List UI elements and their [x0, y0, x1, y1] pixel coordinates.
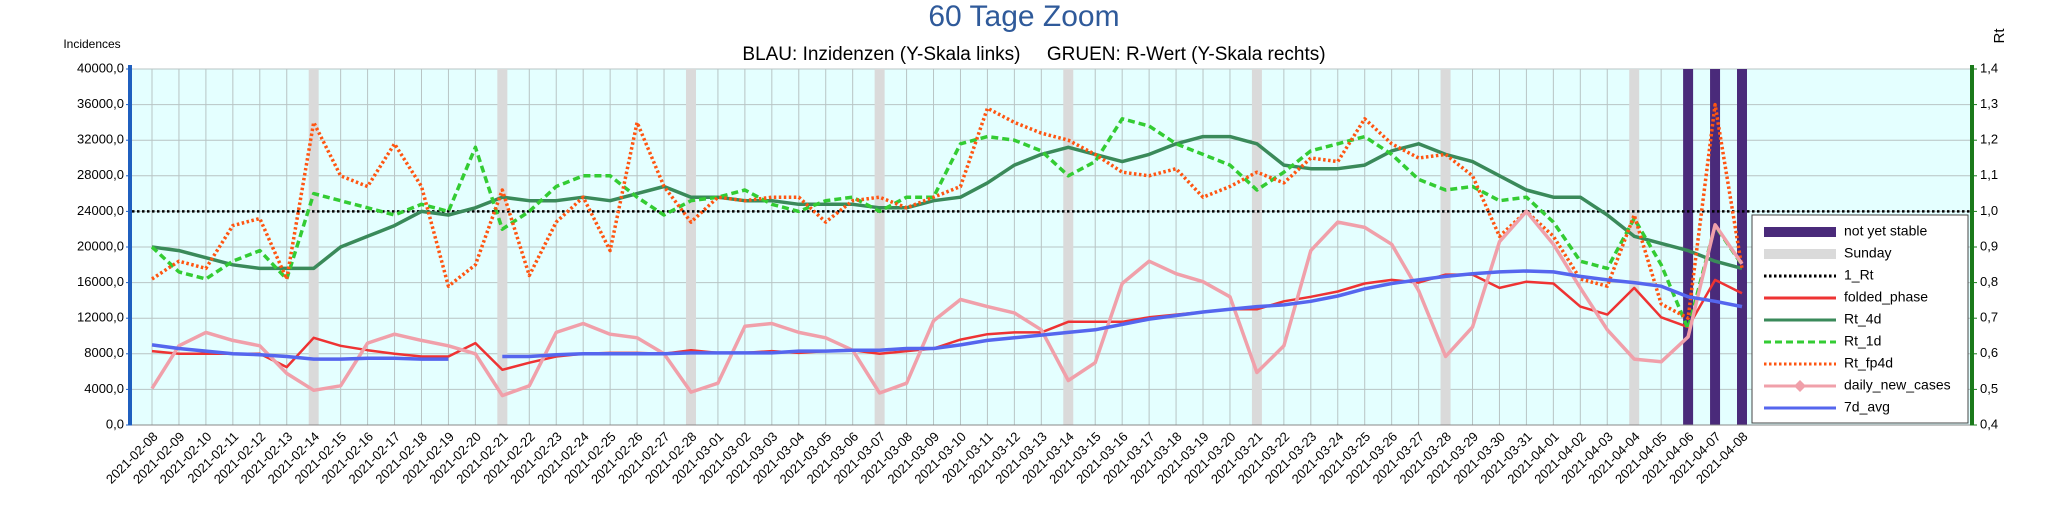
- y2-tick-label: 0,7: [1980, 310, 1998, 325]
- y2-tick-label: 0,5: [1980, 381, 1998, 396]
- y-tick-label: 16000,0: [77, 274, 124, 289]
- band: [497, 69, 508, 425]
- band: [1440, 69, 1451, 425]
- series-line: [150, 117, 1744, 331]
- legend-label: folded_phase: [1844, 289, 1928, 305]
- legend-swatch: [1764, 249, 1836, 259]
- legend-label: Rt_4d: [1844, 311, 1881, 327]
- legend-swatch: [1764, 227, 1836, 237]
- band: [1710, 69, 1721, 425]
- y-tick-label: 4000,0: [84, 381, 124, 396]
- band: [1629, 69, 1640, 425]
- band: [1063, 69, 1074, 425]
- series-line: [151, 102, 1744, 320]
- y-tick-label: 12000,0: [77, 310, 124, 325]
- legend-label: not yet stable: [1844, 223, 1927, 239]
- series-line: [151, 273, 1743, 372]
- series-line: [150, 209, 1744, 398]
- y-tick-label: 36000,0: [77, 96, 124, 111]
- y-axis-label: Incidences: [63, 37, 120, 51]
- y2-tick-label: 0,4: [1980, 416, 1998, 431]
- legend-label: 1_Rt: [1844, 267, 1874, 283]
- band: [1683, 69, 1694, 425]
- band: [308, 69, 319, 425]
- y2-tick-label: 1,3: [1980, 96, 1998, 111]
- chart-subtitle: BLAU: Inzidenzen (Y-Skala links) GRUEN: …: [742, 44, 1325, 65]
- legend-marker: [1794, 380, 1806, 392]
- legend-label: Rt_1d: [1844, 333, 1881, 349]
- band: [1737, 69, 1747, 425]
- series-line: [151, 269, 1743, 361]
- series-line: [151, 134, 1743, 271]
- y2-tick-label: 1,2: [1980, 132, 1998, 147]
- y2-tick-label: 1,1: [1980, 167, 1998, 182]
- y-tick-label: 0,0: [106, 416, 124, 431]
- y-tick-label: 20000,0: [77, 238, 124, 253]
- band: [1251, 69, 1262, 425]
- y-tick-label: 28000,0: [77, 167, 124, 182]
- y2-tick-label: 0,9: [1980, 238, 1998, 253]
- y-tick-label: 40000,0: [77, 60, 124, 75]
- y2-tick-label: 0,6: [1980, 345, 1998, 360]
- legend-label: 7d_avg: [1844, 399, 1890, 415]
- y2-axis-label: Rt: [1991, 28, 2008, 44]
- y-tick-label: 8000,0: [84, 345, 124, 360]
- band: [685, 69, 696, 425]
- band: [874, 69, 885, 425]
- chart-title: 60 Tage Zoom: [928, 0, 1119, 33]
- legend-label: daily_new_cases: [1844, 377, 1951, 393]
- y2-tick-label: 1,0: [1980, 203, 1998, 218]
- y2-tick-label: 0,8: [1980, 274, 1998, 289]
- y2-tick-label: 1,4: [1980, 60, 1998, 75]
- y-tick-label: 24000,0: [77, 203, 124, 218]
- legend-label: Rt_fp4d: [1844, 355, 1893, 371]
- legend-label: Sunday: [1844, 245, 1891, 261]
- y-tick-label: 32000,0: [77, 132, 124, 147]
